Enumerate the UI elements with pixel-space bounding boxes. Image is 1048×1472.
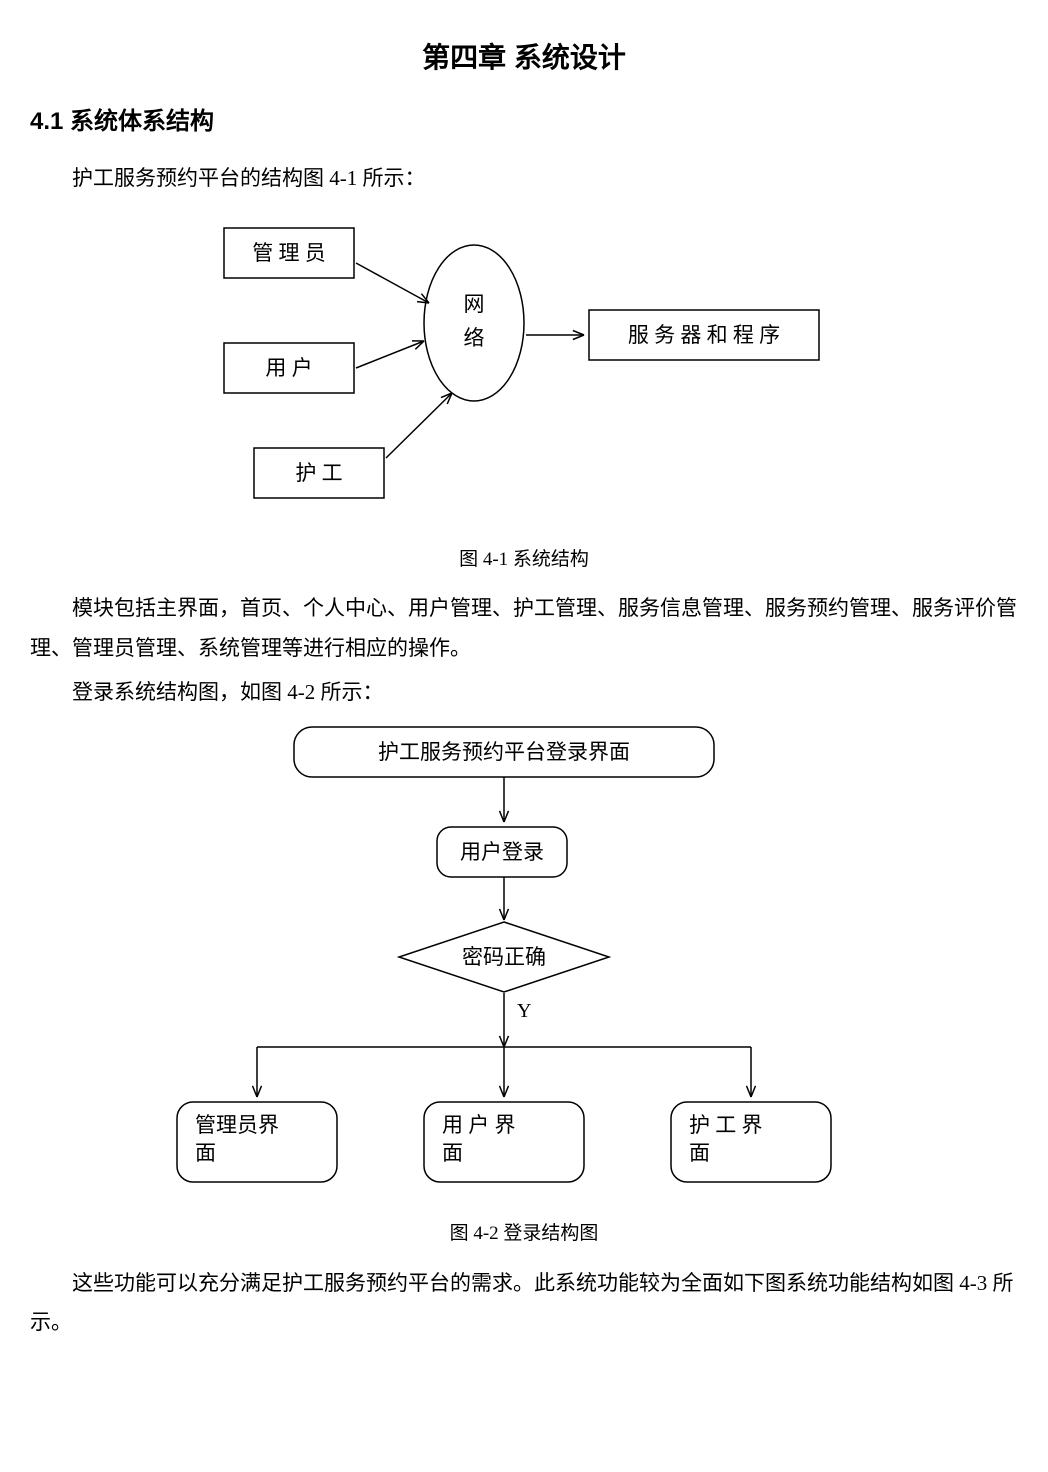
svg-text:护工服务预约平台登录界面: 护工服务预约平台登录界面	[378, 740, 630, 764]
chapter-title: 第四章 系统设计	[30, 36, 1018, 81]
figure-4-1: 管 理 员用 户护 工 网络 服 务 器 和 程 序	[30, 203, 1018, 533]
svg-text:网: 网	[464, 292, 485, 316]
figure-4-1-caption: 图 4-1 系统结构	[30, 545, 1018, 575]
figure-4-2-caption: 图 4-2 登录结构图	[30, 1219, 1018, 1249]
svg-text:用户登录: 用户登录	[460, 840, 544, 864]
figure-4-2: 护工服务预约平台登录界面用户登录密码正确管理员界面 用 户 界面 护 工 界面 Y	[30, 717, 1018, 1207]
section-4-1-title: 4.1 系统体系结构	[30, 103, 1018, 141]
svg-text:管理员界: 管理员界	[195, 1113, 279, 1137]
svg-text:服 务 器 和 程 序: 服 务 器 和 程 序	[628, 323, 780, 347]
svg-text:护 工 界: 护 工 界	[689, 1113, 763, 1137]
svg-text:络: 络	[464, 326, 485, 350]
svg-text:用 户 界: 用 户 界	[442, 1113, 516, 1137]
svg-text:Y: Y	[517, 1000, 531, 1022]
modules-paragraph: 模块包括主界面，首页、个人中心、用户管理、护工管理、服务信息管理、服务预约管理、…	[30, 589, 1018, 669]
svg-text:面: 面	[689, 1141, 710, 1165]
svg-text:用 户: 用 户	[265, 356, 312, 380]
closing-paragraph: 这些功能可以充分满足护工服务预约平台的需求。此系统功能较为全面如下图系统功能结构…	[30, 1264, 1018, 1344]
login-intro-paragraph: 登录系统结构图，如图 4-2 所示：	[30, 673, 1018, 713]
svg-text:面: 面	[195, 1141, 216, 1165]
intro-paragraph: 护工服务预约平台的结构图 4-1 所示：	[30, 159, 1018, 199]
svg-text:密码正确: 密码正确	[462, 945, 546, 969]
svg-text:管 理 员: 管 理 员	[252, 241, 326, 265]
svg-text:面: 面	[442, 1141, 463, 1165]
svg-text:护 工: 护 工	[295, 461, 342, 485]
